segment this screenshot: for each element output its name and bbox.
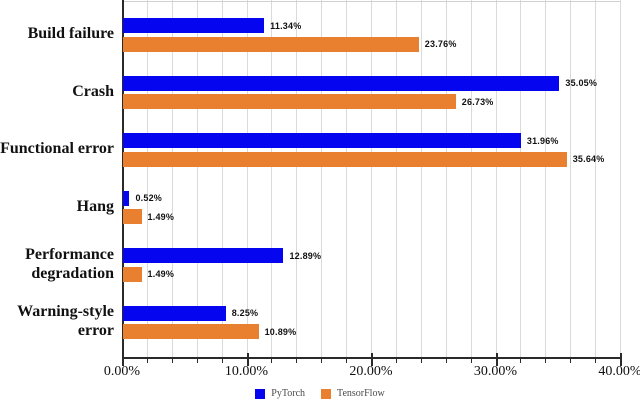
x-minor-tick [520, 357, 522, 363]
gridline [620, 0, 621, 357]
gridline [495, 0, 497, 357]
legend-swatch-tensorflow [321, 388, 332, 399]
x-minor-tick [595, 357, 597, 363]
bar-tensorflow [123, 151, 567, 167]
bar-tensorflow [123, 94, 456, 109]
bar-pytorch [123, 305, 226, 321]
x-minor-tick [221, 357, 223, 363]
bar-tensorflow [123, 266, 142, 282]
gridline [395, 0, 397, 357]
legend-label: PyTorch [271, 388, 306, 399]
x-major-tick [371, 353, 373, 366]
bar-pytorch [123, 75, 560, 91]
legend: PyTorch TensorFlow [0, 388, 640, 399]
bar-value-label: 23.76% [424, 39, 457, 49]
x-tick-label: 40.00% [598, 364, 640, 379]
gridline [595, 0, 597, 357]
x-minor-tick [171, 357, 173, 363]
bar-value-label: 10.89% [264, 326, 297, 337]
legend-item-tensorflow: TensorFlow [321, 388, 385, 399]
x-minor-tick [196, 357, 198, 363]
gridline [171, 0, 173, 357]
category-label: Warning-style error [17, 303, 114, 340]
x-minor-tick [470, 357, 472, 363]
category-label: Hang [76, 197, 114, 215]
plot-top-border [122, 1, 620, 2]
gridline [321, 0, 323, 357]
gridline [520, 0, 522, 357]
x-minor-tick [146, 357, 148, 363]
bar-pytorch [123, 190, 130, 206]
bar-value-label: 1.49% [147, 269, 175, 279]
x-minor-tick [346, 357, 348, 363]
x-minor-tick [570, 357, 572, 363]
gridline [346, 0, 348, 357]
x-minor-tick [445, 357, 447, 363]
gridline [296, 0, 298, 357]
gridline [146, 0, 148, 357]
bar-value-label: 11.34% [270, 20, 302, 31]
bar-tensorflow [123, 209, 142, 224]
x-minor-tick [271, 357, 273, 363]
gridline [570, 0, 572, 357]
x-major-tick [495, 353, 498, 366]
x-tick-label: 10.00% [224, 364, 269, 379]
x-major-tick [620, 353, 622, 366]
category-label: Build failure [27, 25, 114, 43]
bar-tensorflow [123, 324, 259, 339]
gridline [445, 0, 447, 357]
legend-swatch-pytorch [255, 388, 266, 399]
gridline [470, 0, 472, 357]
x-minor-tick [296, 357, 298, 363]
gridline [545, 0, 547, 357]
bar-value-label: 8.25% [231, 308, 259, 318]
x-minor-tick [321, 357, 323, 363]
gridline [196, 0, 198, 357]
bar-pytorch [123, 133, 521, 148]
x-major-tick [246, 353, 249, 366]
x-tick-label: 30.00% [473, 364, 518, 379]
x-tick-label: 0.00% [103, 364, 141, 379]
bar-value-label: 35.64% [572, 154, 605, 164]
x-minor-tick [395, 357, 397, 363]
bar-pytorch [123, 248, 284, 263]
gridline [221, 0, 223, 357]
x-major-tick [122, 353, 124, 366]
category-label: Performance degradation [25, 245, 114, 282]
bar-value-label: 31.96% [526, 135, 559, 146]
bar-value-label: 26.73% [461, 96, 494, 107]
x-tick-label: 20.00% [349, 364, 393, 379]
legend-label: TensorFlow [337, 388, 385, 399]
category-label: Crash [72, 82, 114, 100]
gridline [420, 0, 422, 357]
bar-value-label: 0.52% [135, 193, 162, 203]
category-label: Functional error [0, 140, 114, 158]
gridline [246, 0, 248, 357]
gridline [271, 0, 273, 357]
y-axis-line [122, 0, 124, 358]
x-minor-tick [420, 357, 422, 363]
bar-pytorch [123, 18, 265, 33]
bar-tensorflow [123, 36, 419, 52]
bar-value-label: 35.05% [565, 78, 598, 88]
gridline [371, 0, 372, 357]
x-minor-tick [545, 357, 547, 363]
bar-value-label: 1.49% [147, 211, 175, 222]
bar-value-label: 12.89% [289, 250, 322, 261]
legend-item-pytorch: PyTorch [255, 388, 305, 399]
